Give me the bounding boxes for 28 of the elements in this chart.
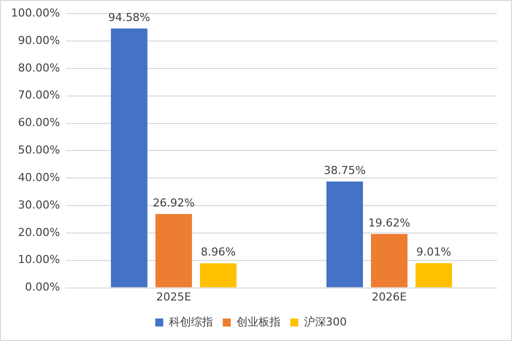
y-tick-label: 10.00% bbox=[18, 253, 60, 266]
data-label: 8.96% bbox=[200, 246, 236, 259]
data-label: 94.58% bbox=[108, 10, 150, 24]
y-tick-label: 40.00% bbox=[18, 170, 60, 184]
legend-label: 创业板指 bbox=[236, 315, 280, 328]
bar bbox=[155, 214, 192, 288]
data-label: 26.92% bbox=[152, 196, 195, 210]
legend-label: 沪深300 bbox=[304, 315, 347, 328]
x-tick-label: 2026E bbox=[372, 290, 407, 304]
y-tick-label: 20.00% bbox=[18, 226, 60, 239]
y-tick-label: 60.00% bbox=[18, 116, 60, 130]
y-tick-label: 100.00% bbox=[10, 6, 60, 20]
bar bbox=[200, 263, 237, 288]
data-label: 9.01% bbox=[416, 245, 452, 258]
data-label: 38.75% bbox=[324, 164, 366, 177]
data-label: 19.62% bbox=[368, 216, 410, 230]
y-tick-label: 90.00% bbox=[18, 34, 60, 47]
y-tick-label: 50.00% bbox=[18, 144, 60, 157]
x-tick-label: 2025E bbox=[156, 290, 192, 304]
bar bbox=[110, 28, 148, 288]
legend-label: 科创综指 bbox=[168, 315, 213, 328]
y-tick-label: 30.00% bbox=[18, 198, 60, 212]
y-tick-label: 80.00% bbox=[18, 61, 60, 74]
bar bbox=[416, 263, 452, 288]
y-tick-label: 0.00% bbox=[24, 280, 60, 294]
bar bbox=[326, 182, 363, 288]
y-tick-label: 70.00% bbox=[18, 88, 60, 102]
bar bbox=[370, 234, 408, 288]
